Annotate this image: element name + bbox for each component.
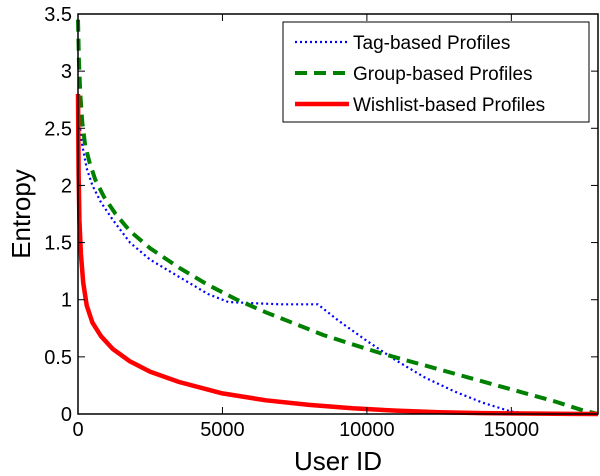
legend-label-group: Group-based Profiles [353, 64, 533, 85]
y-axis-label: Entropy [6, 169, 36, 259]
y-tick-label: 3 [61, 61, 72, 83]
legend: Tag-based Profiles Group-based Profiles … [282, 21, 590, 123]
y-tick-label: 2 [61, 175, 72, 197]
series-wishlist-based [75, 93, 599, 417]
y-tick-label: 3.5 [44, 4, 72, 26]
ticks-layer: 0 5000 10000 15000 0 0.5 1 1.5 2 2.5 3 3.5 [44, 4, 598, 441]
x-tick-label: 0 [72, 419, 83, 441]
series-layer [75, 19, 599, 417]
series-group-based [76, 19, 599, 416]
x-axis-label: User ID [294, 446, 382, 476]
y-tick-label: 0.5 [44, 347, 72, 369]
plot-frame [77, 13, 599, 415]
y-tick-label: 2.5 [44, 118, 72, 140]
series-tag-based [76, 93, 541, 416]
legend-label-wishlist: Wishlist-based Profiles [353, 95, 545, 116]
x-tick-label: 5000 [200, 419, 245, 441]
x-tick-label: 15000 [484, 419, 540, 441]
legend-label-tag: Tag-based Profiles [353, 33, 510, 54]
y-tick-label: 1.5 [44, 233, 72, 255]
x-tick-label: 10000 [339, 419, 395, 441]
y-tick-label: 0 [61, 404, 72, 426]
y-tick-label: 1 [61, 290, 72, 312]
